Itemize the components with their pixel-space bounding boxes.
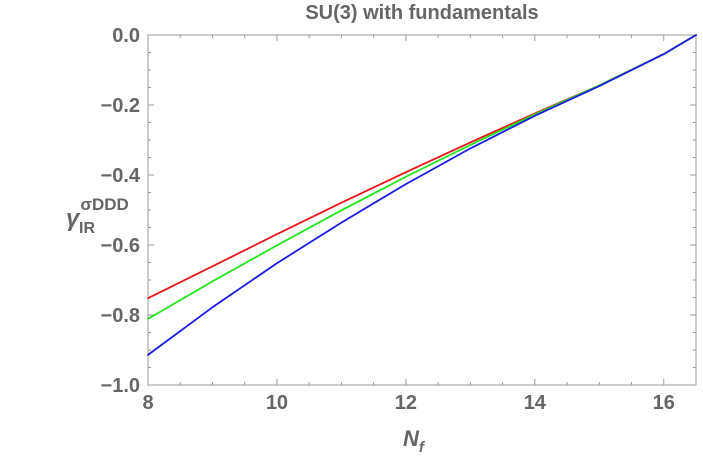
y-tick-label: −1.0 bbox=[101, 375, 140, 397]
x-axis-label: Nf bbox=[403, 426, 426, 456]
y-axis-label-superscript: σDDD bbox=[80, 195, 128, 214]
y-tick-label: −0.4 bbox=[101, 165, 141, 187]
x-tick-label: 10 bbox=[266, 392, 288, 414]
y-tick-label: 0.0 bbox=[112, 25, 140, 47]
y-tick-label: −0.8 bbox=[101, 305, 140, 327]
chart-title: SU(3) with fundamentals bbox=[305, 2, 538, 24]
y-axis-label-subscript: IR bbox=[79, 220, 95, 237]
series-line-1 bbox=[147, 34, 697, 300]
x-tick-label: 8 bbox=[142, 392, 153, 414]
x-axis-ticks: 8 10 12 14 16 bbox=[142, 35, 697, 414]
series-line-2 bbox=[147, 34, 697, 320]
y-axis-label-base: γ bbox=[66, 205, 81, 232]
x-tick-label: 14 bbox=[524, 392, 547, 414]
x-tick-label: 16 bbox=[653, 392, 675, 414]
plot-frame bbox=[147, 34, 697, 386]
series-layer bbox=[147, 34, 697, 356]
series-line-3 bbox=[147, 34, 697, 356]
y-tick-label: −0.6 bbox=[101, 235, 140, 257]
y-axis-label: γσDDD bbox=[66, 195, 129, 232]
y-tick-label: −0.2 bbox=[101, 95, 140, 117]
x-axis-label-subscript: f bbox=[419, 439, 426, 456]
x-tick-label: 12 bbox=[395, 392, 417, 414]
y-axis-ticks: 0.0 −0.2 −0.4 −0.6 −0.8 −1.0 bbox=[101, 25, 696, 397]
x-axis-label-base: N bbox=[403, 426, 420, 451]
